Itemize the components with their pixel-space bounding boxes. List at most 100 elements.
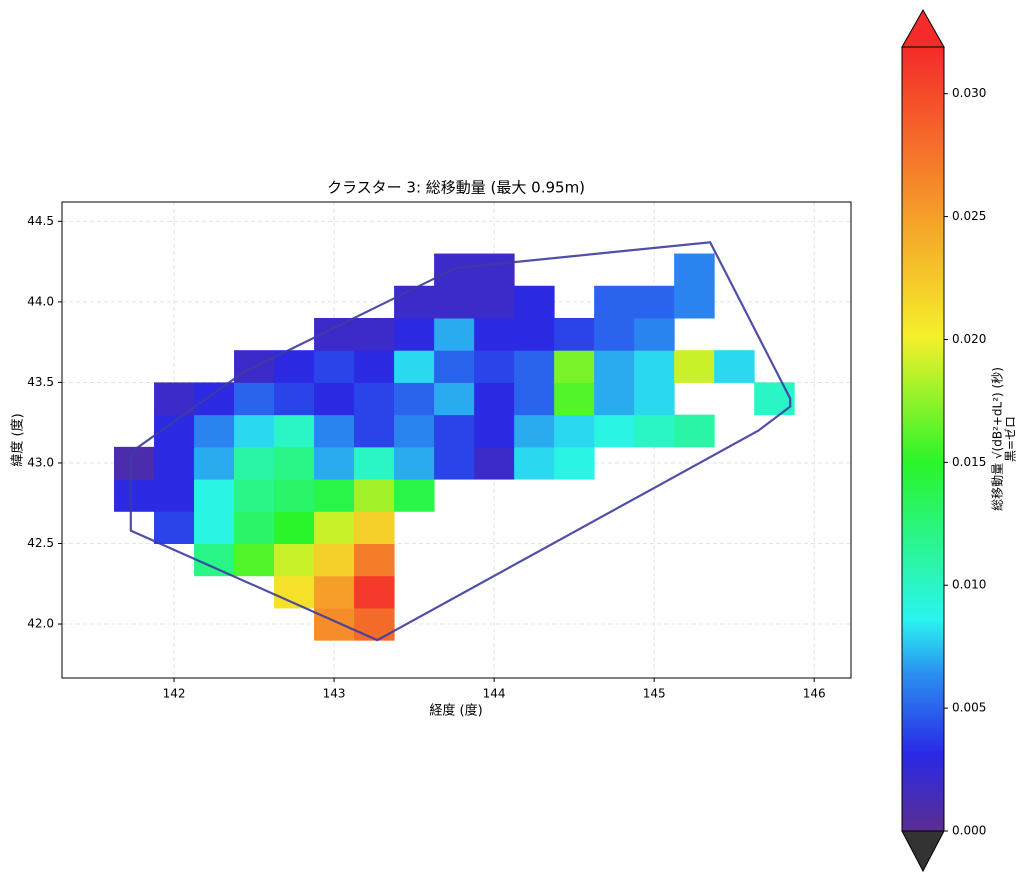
heat-cell — [354, 543, 395, 577]
x-tick-label: 142 — [163, 687, 186, 701]
heat-cell — [714, 350, 755, 383]
heat-cell — [274, 414, 315, 448]
heat-cell — [234, 479, 275, 512]
x-tick-label: 145 — [643, 687, 666, 701]
colorbar-tick-label: 0.015 — [952, 455, 986, 469]
heat-cell — [314, 414, 355, 448]
heat-cell — [354, 446, 395, 480]
heat-cell — [274, 543, 315, 577]
heat-cell — [274, 511, 315, 544]
heat-cell — [674, 350, 715, 383]
heat-cell — [434, 414, 475, 448]
colorbar-frame — [901, 46, 945, 832]
heat-cell — [634, 317, 675, 351]
heat-cell — [474, 350, 515, 383]
heat-cell — [274, 479, 315, 512]
y-tick-label: 43.5 — [27, 375, 54, 389]
x-axis-label: 経度 (度) — [429, 703, 482, 719]
heat-cell — [634, 285, 675, 319]
y-tick-label: 42.0 — [27, 617, 54, 631]
colorbar-extend-over — [901, 8, 945, 48]
heat-cell — [674, 253, 715, 287]
heat-cell — [314, 350, 355, 383]
heat-cell — [514, 414, 555, 448]
heat-cell — [194, 543, 235, 577]
heat-cell — [754, 382, 795, 416]
y-tick-label: 42.5 — [27, 536, 54, 550]
heat-cell — [154, 479, 195, 512]
heat-cell — [474, 446, 515, 480]
heat-cell — [474, 382, 515, 416]
heat-cell — [394, 285, 435, 319]
heat-cell — [234, 511, 275, 544]
heat-cell — [554, 317, 595, 351]
colorbar-tick-label: 0.030 — [952, 86, 986, 100]
heat-cell — [634, 350, 675, 383]
heat-cell — [554, 446, 595, 480]
heat-cell — [594, 414, 635, 448]
heat-cell — [194, 446, 235, 480]
heat-cell — [234, 543, 275, 577]
heat-cell — [554, 350, 595, 383]
heat-cell — [554, 382, 595, 416]
heat-cell — [394, 317, 435, 351]
heat-cell — [474, 253, 515, 287]
heat-cell — [314, 575, 355, 609]
heat-cell — [314, 446, 355, 480]
heat-cell — [434, 285, 475, 319]
plot-frame — [61, 201, 852, 679]
heat-cell — [594, 382, 635, 416]
heat-cell — [514, 382, 555, 416]
heat-cell — [354, 382, 395, 416]
heat-cell — [514, 285, 555, 319]
colorbar-extend-under — [901, 830, 945, 873]
heat-cell — [594, 350, 635, 383]
heat-cell — [474, 414, 515, 448]
colorbar-tick-label: 0.025 — [952, 209, 986, 223]
heat-cell — [594, 285, 635, 319]
colorbar-tick-label: 0.005 — [952, 701, 986, 715]
heat-cell — [234, 446, 275, 480]
y-tick-label: 44.0 — [27, 294, 54, 308]
heat-cell — [474, 285, 515, 319]
y-tick-label: 44.5 — [27, 214, 54, 228]
heat-cell — [434, 350, 475, 383]
chart-title: クラスター 3: 総移動量 (最大 0.95m) — [327, 179, 585, 197]
heat-cell — [114, 479, 155, 512]
heat-cell — [394, 479, 435, 512]
heat-cell — [354, 575, 395, 609]
heat-cell — [514, 350, 555, 383]
heat-cell — [474, 317, 515, 351]
heat-cell — [274, 350, 315, 383]
heat-cell — [354, 414, 395, 448]
heat-cell — [154, 446, 195, 480]
heat-cell — [634, 414, 675, 448]
heat-cell — [194, 382, 235, 416]
x-tick-label: 146 — [803, 687, 826, 701]
heat-cell — [434, 446, 475, 480]
heat-cell — [354, 607, 395, 641]
heat-cell — [314, 543, 355, 577]
colorbar-tick-label: 0.020 — [952, 332, 986, 346]
colorbar-tick-label: 0.010 — [952, 578, 986, 592]
x-tick-label: 144 — [483, 687, 506, 701]
heat-cell — [394, 382, 435, 416]
heat-cell — [354, 317, 395, 351]
heat-cell — [194, 479, 235, 512]
colorbar-label: 総移動量 √(dB²+dL²) (秒) — [991, 367, 1005, 511]
heat-cell — [434, 317, 475, 351]
colorbar — [902, 47, 944, 831]
heat-cell — [394, 414, 435, 448]
heat-cell — [314, 479, 355, 512]
colorbar-label: 黒=ゼロ — [1004, 416, 1018, 462]
heat-cell — [514, 317, 555, 351]
heat-cell — [394, 446, 435, 480]
heat-cell — [194, 414, 235, 448]
heat-cell — [354, 479, 395, 512]
heat-cell — [434, 382, 475, 416]
colorbar-tick-label: 0.000 — [952, 824, 986, 838]
y-tick-label: 43.0 — [27, 455, 54, 469]
heat-cell — [314, 382, 355, 416]
heat-cell — [154, 511, 195, 544]
heat-cell — [194, 511, 235, 544]
